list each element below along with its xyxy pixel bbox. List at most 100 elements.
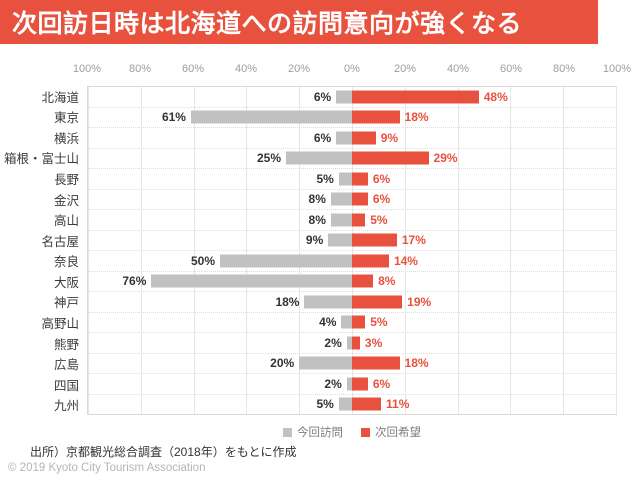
bar-next-visit-wish [352, 397, 382, 411]
bar-next-visit-wish [352, 274, 374, 288]
bar-next-visit-wish [352, 172, 368, 186]
chart-legend: 今回訪問 次回希望 [87, 424, 617, 440]
bar-row: 50% 14% [88, 251, 616, 272]
page-title: 次回訪日時は北海道への訪問意向が強くなる [12, 10, 523, 38]
value-label-this-visit: 25% [256, 151, 281, 166]
bar-row: 5% 6% [88, 169, 616, 190]
bar-this-visit [338, 397, 352, 411]
value-label-next-visit-wish: 29% [433, 151, 458, 166]
value-label-next-visit-wish: 48% [483, 89, 508, 104]
bar-next-visit-wish [352, 192, 368, 206]
value-label-this-visit: 50% [190, 253, 215, 268]
bar-this-visit [286, 151, 352, 165]
bar-this-visit [336, 131, 352, 145]
bar-next-visit-wish [352, 377, 368, 391]
bar-row: 5% 11% [88, 395, 616, 415]
value-label-this-visit: 76% [122, 274, 147, 289]
bar-row: 6% 9% [88, 128, 616, 149]
axis-tick: 80% [128, 63, 152, 75]
bar-row: 6% 48% [88, 87, 616, 108]
bar-row: 8% 6% [88, 190, 616, 210]
category-label: 奈良 [53, 255, 79, 270]
bar-this-visit [330, 192, 352, 206]
category-label: 東京 [53, 111, 79, 126]
bar-this-visit [328, 233, 352, 247]
legend-item: 次回希望 [361, 424, 421, 440]
gridline [616, 87, 617, 414]
bar-row: 2% 6% [88, 374, 616, 395]
bar-row: 76% 8% [88, 272, 616, 292]
bar-this-visit [341, 315, 352, 329]
bar-row: 18% 19% [88, 292, 616, 313]
legend-item: 今回訪問 [283, 424, 343, 440]
bar-next-visit-wish [352, 213, 366, 227]
category-label: 広島 [53, 358, 79, 373]
bar-next-visit-wish [352, 315, 366, 329]
bar-this-visit [220, 254, 352, 268]
value-label-this-visit: 4% [319, 315, 337, 330]
bar-next-visit-wish [352, 233, 397, 247]
axis-tick: 20% [393, 63, 417, 75]
value-label-this-visit: 2% [324, 335, 342, 350]
value-label-next-visit-wish: 14% [393, 253, 418, 268]
axis-tick: 0% [344, 63, 360, 75]
category-label: 神戸 [53, 296, 79, 311]
value-label-next-visit-wish: 18% [404, 356, 429, 371]
value-label-next-visit-wish: 5% [370, 315, 388, 330]
value-label-next-visit-wish: 6% [372, 192, 391, 207]
bar-this-visit [330, 213, 352, 227]
bar-this-visit [336, 90, 352, 104]
bar-this-visit [338, 172, 352, 186]
value-label-next-visit-wish: 9% [380, 130, 399, 145]
copyright-text: © 2019 Kyoto City Tourism Association [8, 462, 206, 474]
value-label-next-visit-wish: 3% [364, 335, 383, 350]
value-label-this-visit: 8% [308, 192, 326, 207]
bar-rows: 6% 48% 61% 18% 6% 9% 25% 29% 5% 6% 8% 6% 8% 5% 9% 17% 50… [88, 87, 616, 414]
axis-tick: 80% [552, 63, 576, 75]
axis-tick: 60% [499, 63, 523, 75]
value-label-next-visit-wish: 6% [372, 171, 391, 186]
legend-swatch [361, 427, 370, 437]
legend-swatch [283, 427, 292, 437]
value-label-this-visit: 5% [316, 171, 334, 186]
bar-this-visit [299, 356, 352, 370]
bar-next-visit-wish [352, 131, 376, 145]
value-label-next-visit-wish: 6% [372, 376, 391, 391]
bar-this-visit [346, 377, 352, 391]
axis-tick: 40% [446, 63, 470, 75]
bar-next-visit-wish [352, 110, 400, 124]
category-label: 北海道 [41, 90, 79, 105]
bar-next-visit-wish [352, 90, 479, 104]
bar-this-visit [346, 336, 352, 350]
axis-tick: 60% [181, 63, 205, 75]
category-label: 高山 [53, 214, 79, 229]
bar-row: 2% 3% [88, 333, 616, 354]
bar-next-visit-wish [352, 336, 360, 350]
value-label-this-visit: 8% [308, 212, 326, 227]
category-label: 長野 [53, 173, 79, 188]
value-label-next-visit-wish: 19% [407, 294, 432, 309]
category-label: 高野山 [41, 316, 79, 331]
bar-next-visit-wish [352, 254, 389, 268]
axis-tick: 20% [287, 63, 311, 75]
bar-this-visit [304, 295, 352, 309]
value-label-this-visit: 61% [161, 110, 186, 125]
value-label-this-visit: 6% [313, 89, 332, 104]
category-label: 金沢 [53, 193, 79, 208]
value-label-this-visit: 5% [316, 397, 334, 412]
axis-tick: 100% [602, 63, 632, 75]
bar-this-visit [190, 110, 352, 124]
bar-row: 9% 17% [88, 231, 616, 251]
bar-next-visit-wish [352, 151, 429, 165]
category-label: 大阪 [53, 275, 79, 290]
bar-next-visit-wish [352, 356, 400, 370]
source-note: 出所）京都観光総合調査（2018年）をもとに作成 [30, 445, 297, 459]
legend-label: 次回希望 [375, 427, 421, 439]
legend-label: 今回訪問 [297, 427, 343, 439]
value-label-next-visit-wish: 5% [370, 212, 388, 227]
value-label-this-visit: 2% [324, 376, 342, 391]
category-label: 横浜 [53, 131, 79, 146]
axis-tick: 100% [72, 63, 102, 75]
axis-tick: 40% [234, 63, 258, 75]
category-label: 九州 [53, 399, 79, 414]
